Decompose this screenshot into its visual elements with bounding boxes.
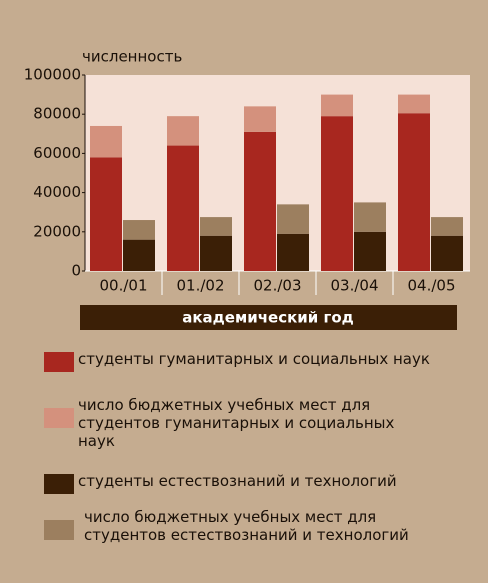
bar — [277, 233, 309, 271]
legend-swatch — [44, 520, 74, 540]
bar — [277, 204, 309, 234]
legend-label: студенты гуманитарных и социальных наук — [78, 350, 430, 368]
bar — [321, 94, 353, 117]
y-tick-label: 100000 — [24, 66, 81, 84]
y-tick-label: 60000 — [33, 144, 81, 162]
x-tick-label: 04./05 — [408, 277, 456, 295]
legend-swatch — [44, 474, 74, 494]
bar — [123, 239, 155, 271]
legend-label: число бюджетных учебных мест для студент… — [84, 508, 409, 544]
legend-item: число бюджетных учебных мест для студент… — [44, 396, 430, 450]
x-tick-label: 03./04 — [331, 277, 379, 295]
legend-label: студенты естествознаний и технологий — [78, 472, 397, 490]
y-tick-label: 0 — [71, 262, 81, 280]
bar — [200, 235, 232, 271]
legend-label: число бюджетных учебных мест для студент… — [78, 396, 395, 450]
bar — [167, 116, 199, 146]
legend-item: число бюджетных учебных мест для студент… — [44, 508, 430, 544]
x-axis-label: академический год — [182, 309, 354, 327]
y-tick-label: 20000 — [33, 222, 81, 240]
bar — [167, 145, 199, 271]
x-tick-label: 00./01 — [100, 277, 148, 295]
legend-swatch — [44, 352, 74, 372]
x-label-band — [80, 305, 457, 330]
bar — [431, 217, 463, 236]
x-tick-label: 01./02 — [177, 277, 225, 295]
bar — [200, 217, 232, 236]
y-tick-label: 40000 — [33, 183, 81, 201]
chart: численность академический год 0 20000 4000… — [24, 48, 470, 330]
bar — [90, 157, 122, 271]
bar — [354, 202, 386, 232]
bar — [398, 94, 430, 114]
x-tick-label: 02./03 — [254, 277, 302, 295]
bar — [398, 113, 430, 271]
y-tick-label: 80000 — [33, 105, 81, 123]
bar — [244, 106, 276, 132]
bar — [123, 220, 155, 240]
legend-item: студенты естествознаний и технологий — [44, 472, 430, 494]
bar — [321, 116, 353, 271]
legend-swatch — [44, 408, 74, 428]
bar — [431, 235, 463, 271]
bar — [354, 231, 386, 271]
bar — [244, 131, 276, 271]
legend-item: студенты гуманитарных и социальных наук — [44, 350, 430, 372]
bar — [90, 125, 122, 158]
y-axis-label: численность — [82, 48, 182, 66]
